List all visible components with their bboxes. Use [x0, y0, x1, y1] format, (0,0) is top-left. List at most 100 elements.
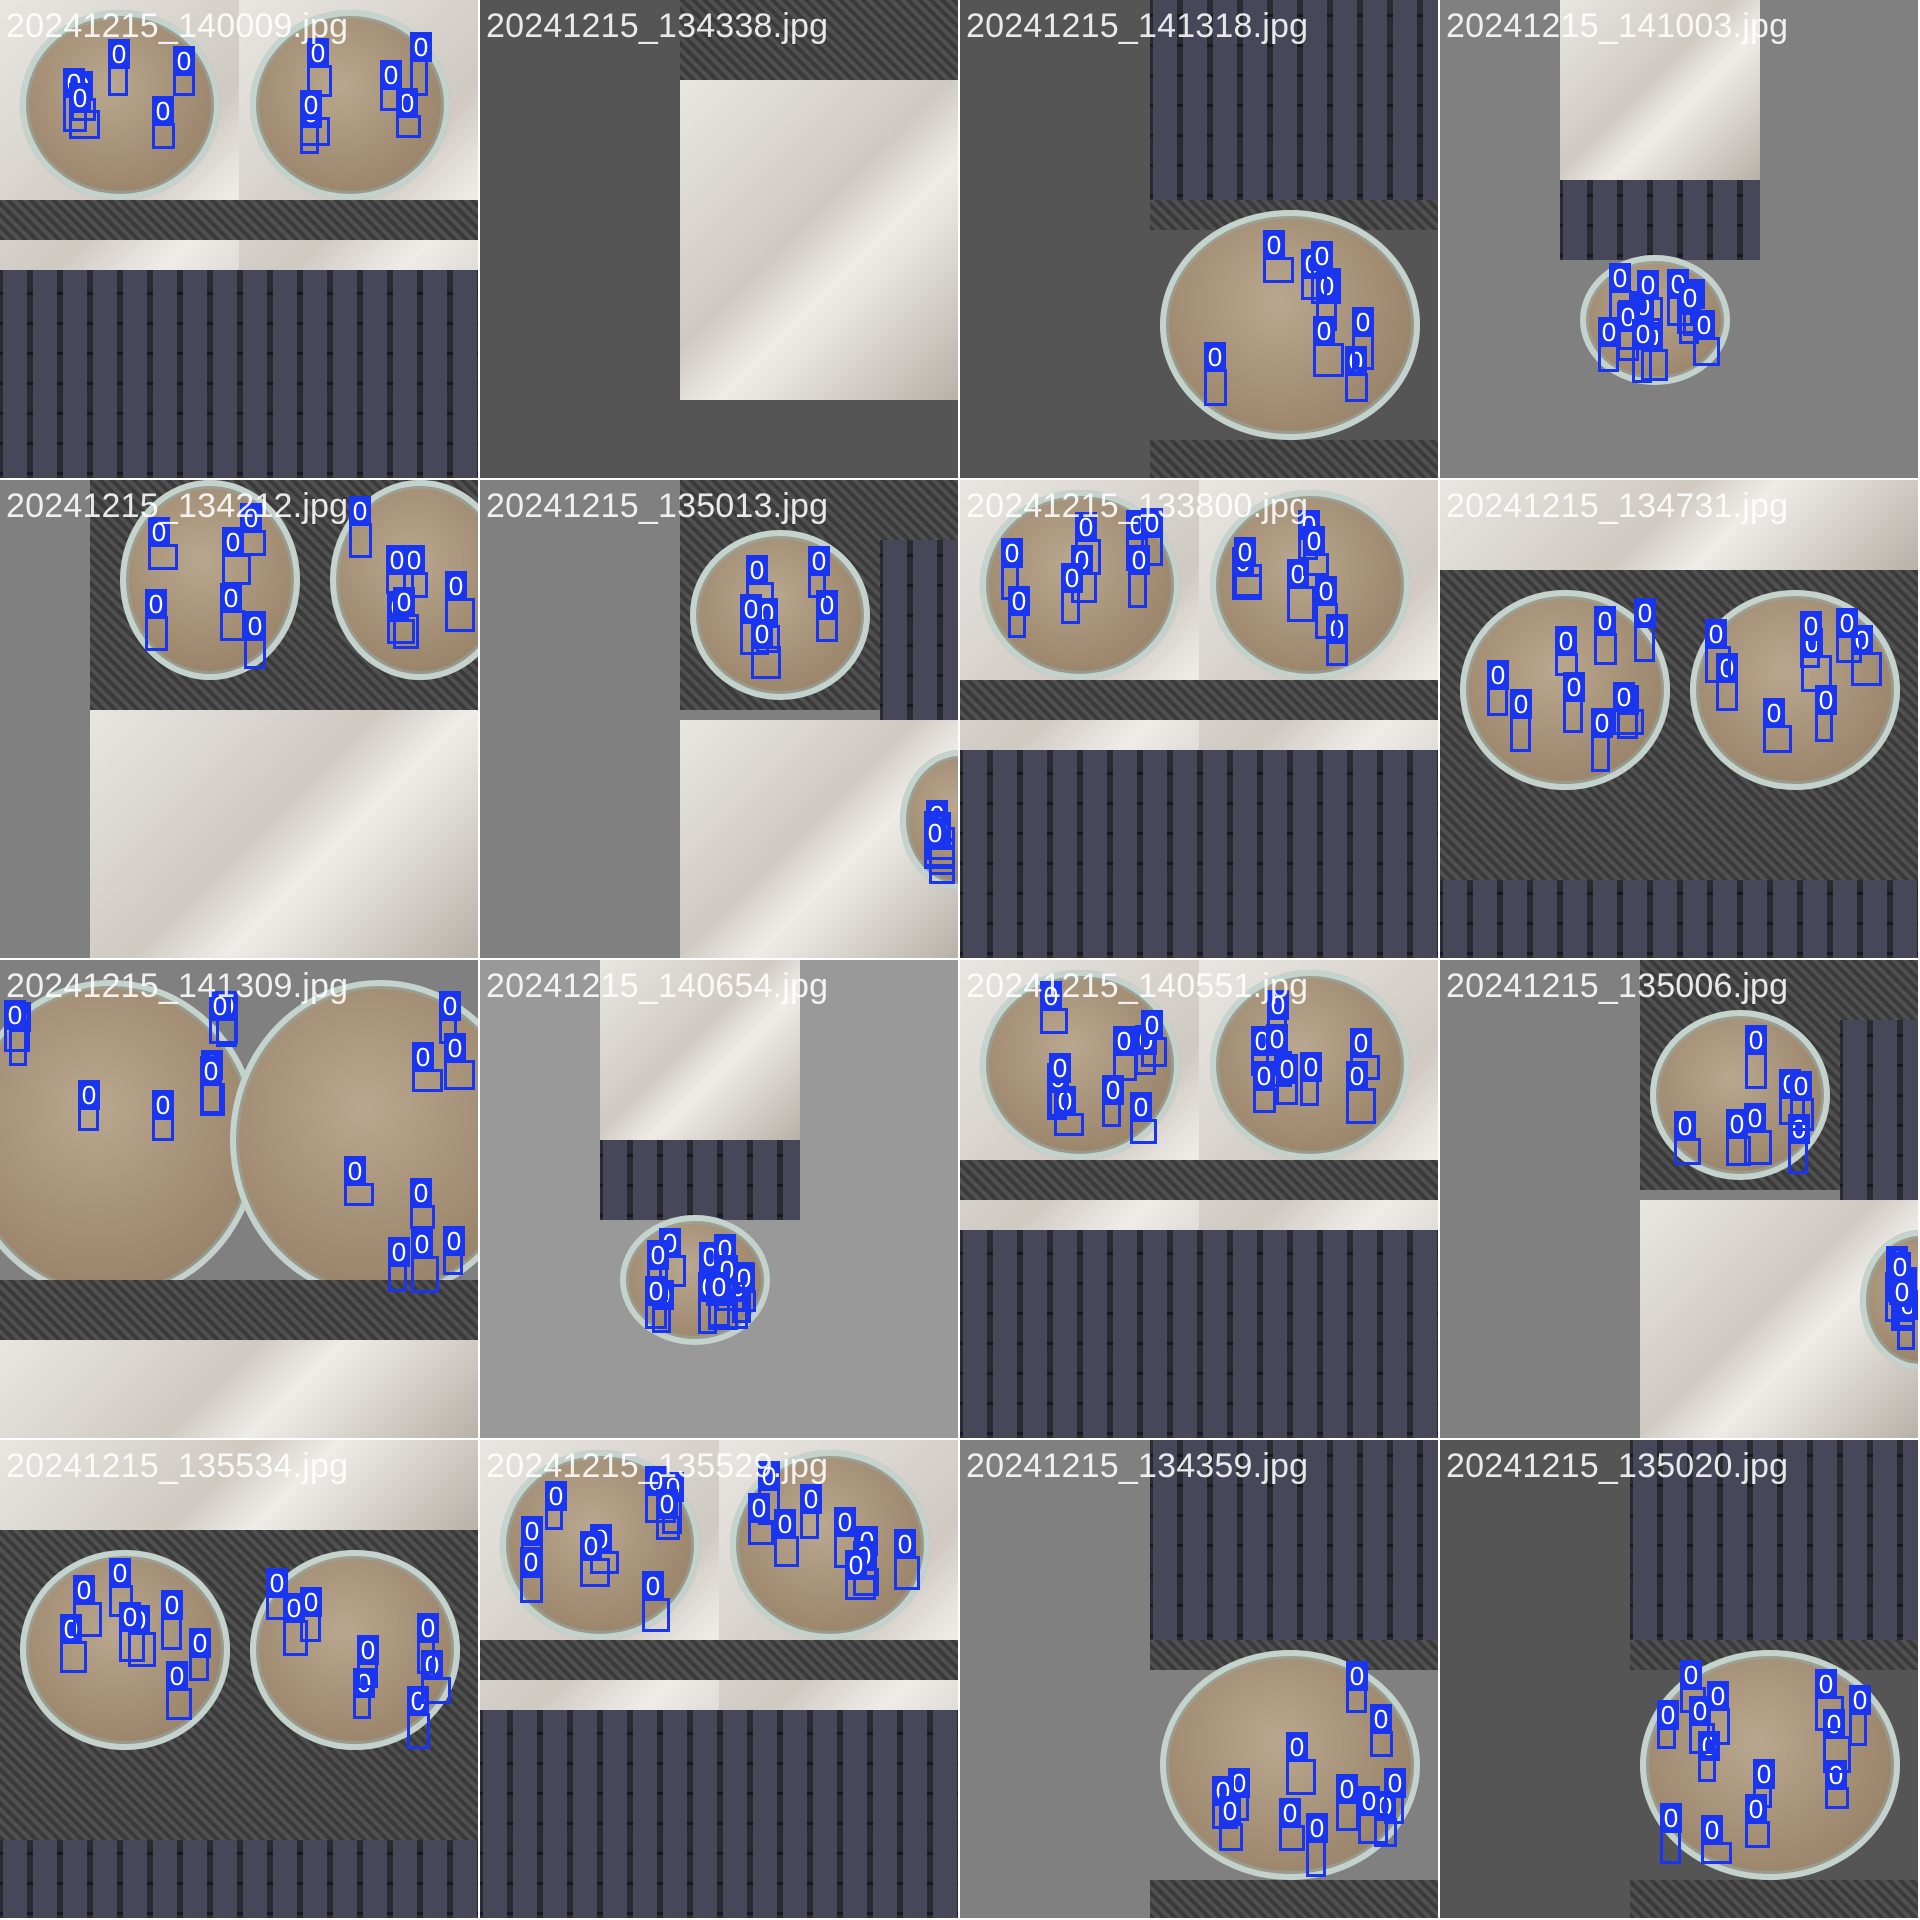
- tile-filename: 20241215_133800.jpg: [966, 487, 1309, 525]
- detection-class-label: 0: [1267, 990, 1289, 1020]
- detection-class-label: 0: [445, 571, 467, 601]
- detection-box: 0: [412, 1042, 443, 1092]
- detection-class-label: 0: [173, 46, 195, 76]
- detection-box: 0: [119, 1602, 145, 1662]
- detection-class-label: 0: [200, 1056, 222, 1086]
- detection-class-label: 0: [283, 1593, 305, 1623]
- detection-class-label: 0: [1591, 708, 1613, 738]
- tile-filename: 20241215_135006.jpg: [1446, 967, 1789, 1005]
- detection-box: 0: [200, 1056, 225, 1116]
- detection-class-label: 0: [1102, 1075, 1124, 1105]
- detection-class-label: 0: [73, 1575, 95, 1605]
- detection-class-label: 0: [642, 1571, 664, 1601]
- detection-class-label: 0: [1352, 307, 1374, 337]
- desk-mat: [1150, 1880, 1438, 1918]
- detection-class-label: 0: [1315, 576, 1337, 606]
- detection-class-label: 0: [109, 1558, 131, 1588]
- detection-class-label: 0: [1049, 1053, 1071, 1083]
- detection-class-label: 0: [1263, 230, 1285, 260]
- detection-box: 0: [1102, 1075, 1124, 1127]
- keyboard: [880, 540, 958, 740]
- detection-class-label: 0: [386, 545, 408, 575]
- detection-class-label: 0: [1657, 1700, 1679, 1730]
- fabric: [0, 1440, 478, 1530]
- detection-box: 0: [1745, 1025, 1767, 1089]
- tile-filename: 20241215_140009.jpg: [6, 7, 349, 45]
- detection-class-label: 0: [1040, 981, 1062, 1011]
- detection-class-label: 0: [388, 1237, 410, 1267]
- detection-box: 0: [1049, 1053, 1071, 1117]
- detection-box: 0: [1632, 319, 1654, 383]
- detection-box: 0: [307, 38, 332, 97]
- detection-class-label: 0: [417, 1613, 439, 1643]
- detection-box: 0: [410, 1178, 435, 1229]
- tile-filename: 20241215_140551.jpg: [966, 967, 1309, 1005]
- detection-box: 0: [410, 32, 432, 96]
- mosaic-tile: 0000000000000000020241215_134731.jpg: [1440, 480, 1918, 958]
- detection-class-label: 0: [1313, 316, 1335, 346]
- petri-dish: [120, 480, 300, 680]
- tile-photo: [480, 1440, 958, 1918]
- detection-class-label: 0: [1705, 619, 1727, 649]
- detection-class-label: 0: [521, 1516, 543, 1546]
- detection-box: 0: [800, 1484, 822, 1539]
- detection-box: 0: [1204, 342, 1227, 406]
- detection-class-label: 0: [1306, 1813, 1328, 1843]
- detection-box: 0: [173, 46, 195, 96]
- detection-class-label: 0: [1279, 1798, 1301, 1828]
- detection-box: 0: [166, 1661, 192, 1720]
- detection-box: 0: [1825, 1760, 1849, 1809]
- detection-box: 0: [1634, 598, 1656, 662]
- detection-class-label: 0: [4, 1000, 26, 1030]
- detection-class-label: 0: [152, 1090, 174, 1120]
- detection-class-label: 0: [1113, 1026, 1135, 1056]
- detection-class-label: 0: [1487, 660, 1509, 690]
- detection-box: 0: [642, 1571, 670, 1632]
- tile-photo: [480, 960, 958, 1438]
- detection-box: 0: [1219, 1796, 1243, 1851]
- detection-box: 0: [1674, 1111, 1701, 1165]
- detection-box: 0: [220, 583, 245, 641]
- detection-class-label: 0: [1660, 1803, 1682, 1833]
- detection-box: 0: [1510, 689, 1532, 752]
- detection-box: 0: [1716, 653, 1738, 711]
- tile-filename: 20241215_141003.jpg: [1446, 7, 1789, 45]
- detection-box: 0: [396, 88, 421, 138]
- detection-box: 0: [1346, 1061, 1376, 1124]
- detection-class-label: 0: [1346, 1061, 1368, 1091]
- detection-class-label: 0: [647, 1240, 669, 1270]
- detection-class-label: 0: [1253, 1061, 1275, 1091]
- detection-class-label: 0: [800, 1484, 822, 1514]
- detection-class-label: 0: [1726, 1109, 1748, 1139]
- detection-box: 0: [1744, 1103, 1772, 1165]
- detection-box: 0: [1313, 316, 1344, 377]
- keyboard: [480, 1710, 958, 1918]
- detection-class-label: 0: [1370, 1704, 1392, 1734]
- detection-box: 0: [421, 1650, 451, 1704]
- desk-mat: [0, 200, 478, 240]
- detection-box: 0: [145, 589, 168, 651]
- detection-class-label: 0: [1303, 526, 1325, 556]
- desk-mat: [1150, 440, 1438, 478]
- detection-box: 0: [1054, 1086, 1084, 1136]
- tile-photo: [1440, 480, 1918, 958]
- detection-box: 0: [1008, 586, 1030, 638]
- detection-box: 0: [1698, 1731, 1720, 1782]
- detection-class-label: 0: [1800, 611, 1822, 641]
- detection-box: 0: [1660, 1803, 1682, 1864]
- detection-box: 0: [353, 1668, 375, 1719]
- detection-box: 0: [1788, 1114, 1810, 1174]
- detection-box: 0: [209, 991, 238, 1044]
- mosaic-tile: 0 0 0 0 0 0 0 0 0 0 0 0 20241215_134359.jpg: [960, 1440, 1438, 1918]
- tile-filename: 20241215_134359.jpg: [966, 1447, 1309, 1485]
- detection-box: 0: [1306, 1813, 1328, 1877]
- tile-photo: [0, 1440, 478, 1918]
- detection-box: 0: [740, 594, 769, 655]
- detection-box: 0: [1113, 1026, 1137, 1081]
- detection-class-label: 0: [411, 1229, 433, 1259]
- detection-class-label: 0: [1141, 1010, 1163, 1040]
- detection-class-label: 0: [645, 1276, 667, 1306]
